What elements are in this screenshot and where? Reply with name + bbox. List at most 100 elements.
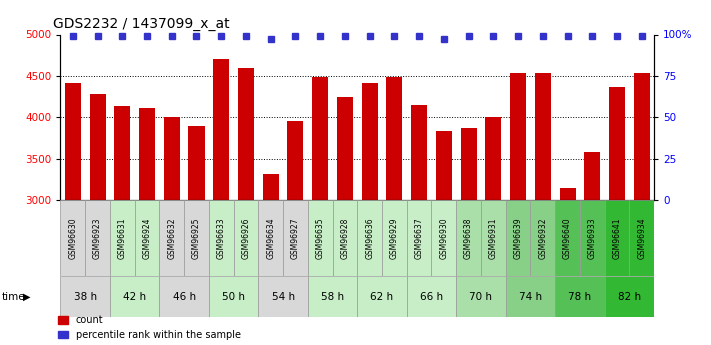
Bar <box>510 73 526 200</box>
Bar <box>85 200 110 276</box>
Text: GSM96640: GSM96640 <box>563 217 572 259</box>
Bar <box>262 174 279 200</box>
Text: GSM96638: GSM96638 <box>464 217 473 259</box>
Text: GSM96641: GSM96641 <box>612 217 621 259</box>
Text: GSM96632: GSM96632 <box>167 217 176 259</box>
Bar <box>432 200 456 276</box>
Bar <box>184 200 209 276</box>
Bar <box>234 200 258 276</box>
Bar <box>362 82 378 200</box>
Text: 50 h: 50 h <box>222 292 245 302</box>
Text: GSM96924: GSM96924 <box>142 217 151 259</box>
Text: GSM96927: GSM96927 <box>291 217 300 259</box>
Bar <box>134 200 159 276</box>
Bar <box>555 276 604 317</box>
Bar <box>60 276 110 317</box>
Text: 62 h: 62 h <box>370 292 394 302</box>
Bar <box>287 121 304 200</box>
Text: GSM96926: GSM96926 <box>242 217 250 259</box>
Bar <box>530 200 555 276</box>
Text: GSM96636: GSM96636 <box>365 217 374 259</box>
Bar <box>609 88 625 200</box>
Text: GSM96634: GSM96634 <box>266 217 275 259</box>
Bar <box>60 200 85 276</box>
Bar <box>114 106 130 200</box>
Bar <box>436 130 452 200</box>
Bar <box>209 200 234 276</box>
Bar <box>308 200 333 276</box>
Bar <box>159 276 209 317</box>
Bar <box>506 276 555 317</box>
Bar <box>456 200 481 276</box>
Text: 54 h: 54 h <box>272 292 294 302</box>
Bar <box>407 276 456 317</box>
Bar <box>407 200 432 276</box>
Bar <box>139 108 155 200</box>
Bar <box>386 77 402 200</box>
Text: 78 h: 78 h <box>568 292 592 302</box>
Text: 70 h: 70 h <box>469 292 493 302</box>
Bar <box>213 59 229 200</box>
Text: GSM96932: GSM96932 <box>538 217 547 259</box>
Bar <box>337 97 353 200</box>
Text: 58 h: 58 h <box>321 292 344 302</box>
Bar <box>188 126 205 200</box>
Bar <box>461 128 476 200</box>
Text: GSM96630: GSM96630 <box>68 217 77 259</box>
Bar <box>258 200 283 276</box>
Bar <box>382 200 407 276</box>
Bar <box>164 117 180 200</box>
Text: GSM96929: GSM96929 <box>390 217 399 259</box>
Bar <box>555 200 580 276</box>
Bar <box>634 73 650 200</box>
Text: GSM96931: GSM96931 <box>489 217 498 259</box>
Bar <box>456 276 506 317</box>
Bar <box>333 200 357 276</box>
Bar <box>584 152 600 200</box>
Text: GSM96635: GSM96635 <box>316 217 325 259</box>
Bar <box>65 82 81 200</box>
Text: GSM96925: GSM96925 <box>192 217 201 259</box>
Bar <box>308 276 357 317</box>
Text: 42 h: 42 h <box>123 292 146 302</box>
Legend: count, percentile rank within the sample: count, percentile rank within the sample <box>58 315 241 340</box>
Bar <box>506 200 530 276</box>
Text: 38 h: 38 h <box>74 292 97 302</box>
Bar <box>258 276 308 317</box>
Text: GSM96637: GSM96637 <box>415 217 424 259</box>
Bar <box>580 200 604 276</box>
Bar <box>481 200 506 276</box>
Text: 46 h: 46 h <box>173 292 196 302</box>
Text: time: time <box>1 292 25 302</box>
Text: 74 h: 74 h <box>519 292 542 302</box>
Text: GSM96639: GSM96639 <box>513 217 523 259</box>
Text: GSM96930: GSM96930 <box>439 217 449 259</box>
Bar <box>283 200 308 276</box>
Bar <box>209 276 258 317</box>
Bar <box>629 200 654 276</box>
Bar <box>357 276 407 317</box>
Bar <box>560 188 576 200</box>
Bar <box>486 117 501 200</box>
Bar <box>312 77 328 200</box>
Text: GSM96933: GSM96933 <box>588 217 597 259</box>
Bar <box>604 200 629 276</box>
Bar <box>159 200 184 276</box>
Text: ▶: ▶ <box>23 292 31 302</box>
Text: GSM96923: GSM96923 <box>93 217 102 259</box>
Text: GSM96631: GSM96631 <box>118 217 127 259</box>
Text: GSM96928: GSM96928 <box>341 217 349 259</box>
Bar <box>411 105 427 200</box>
Bar <box>604 276 654 317</box>
Text: GSM96934: GSM96934 <box>637 217 646 259</box>
Bar <box>110 200 134 276</box>
Text: GDS2232 / 1437099_x_at: GDS2232 / 1437099_x_at <box>53 17 230 31</box>
Bar <box>110 276 159 317</box>
Bar <box>90 94 105 200</box>
Text: GSM96633: GSM96633 <box>217 217 225 259</box>
Bar <box>238 68 254 200</box>
Bar <box>357 200 382 276</box>
Text: 82 h: 82 h <box>618 292 641 302</box>
Bar <box>535 73 551 200</box>
Text: 66 h: 66 h <box>420 292 443 302</box>
